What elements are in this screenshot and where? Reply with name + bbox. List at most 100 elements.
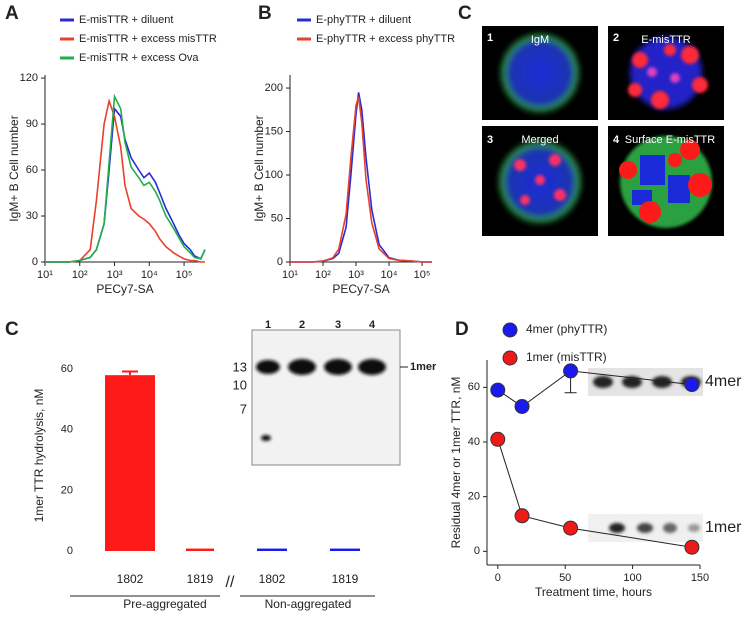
marker-label: 13	[233, 359, 247, 374]
marker-label: 10	[233, 377, 247, 392]
series-line	[45, 93, 206, 263]
x-tick-label: 0	[495, 572, 501, 584]
x-axis-label: Treatment time, hours	[535, 585, 652, 599]
panel-letter: C	[458, 3, 472, 24]
legend-label: 4mer (phyTTR)	[526, 322, 607, 336]
y-tick-label: 120	[20, 72, 38, 84]
marker	[490, 382, 506, 398]
group-label: Non-aggregated	[265, 597, 352, 611]
gel-strips: 4mer 1mer	[588, 368, 742, 542]
legend-label: 1mer (misTTR)	[526, 350, 607, 364]
marker	[563, 363, 579, 379]
y-tick-label: 0	[277, 256, 283, 268]
gel-label: 4mer	[705, 373, 742, 390]
y-axis-label: 1mer TTR hydrolysis, nM	[32, 389, 46, 523]
panel-letter: B	[258, 3, 272, 24]
x-tick-label: 10¹	[37, 269, 53, 281]
panel-letter: C	[5, 319, 19, 340]
x-tick-label: 150	[691, 572, 709, 584]
legend-label: E-misTTR + excess Ova	[79, 52, 199, 64]
y-axis-label: IgM+ B Cell number	[252, 115, 266, 221]
error-bar	[122, 370, 138, 376]
series-line	[290, 96, 432, 263]
x-tick-label: 10⁴	[141, 269, 158, 281]
y-tick-label: 40	[61, 424, 73, 436]
lane-label: 1	[265, 319, 271, 331]
image-number: 2	[613, 32, 619, 44]
marker-label: 7	[240, 401, 247, 416]
lane-label: 3	[335, 319, 341, 331]
y-tick-label: 60	[61, 363, 73, 375]
marker	[490, 431, 506, 447]
image-label: Merged	[521, 134, 558, 146]
marker	[563, 520, 579, 536]
series-line	[497, 439, 692, 548]
lane-label: 4	[369, 319, 376, 331]
bar	[257, 548, 287, 551]
x-axis-label: PECy7-SA	[332, 282, 389, 296]
x-tick-label: 100	[623, 572, 641, 584]
image-label: E-misTTR	[641, 34, 691, 46]
svg-text://: //	[226, 574, 235, 591]
legend-marker	[502, 350, 518, 366]
marker	[514, 398, 530, 414]
marker	[684, 377, 700, 393]
x-tick-label: 10²	[72, 269, 88, 281]
y-tick-label: 60	[26, 164, 38, 176]
y-tick-label: 50	[271, 212, 283, 224]
image-label: IgM	[531, 34, 549, 46]
x-tick-label: 10³	[348, 269, 364, 281]
series-line	[497, 370, 692, 408]
bar	[105, 375, 155, 551]
y-tick-label: 90	[26, 118, 38, 130]
x-tick-label: 10³	[107, 269, 123, 281]
panel-letter: A	[5, 3, 19, 24]
band-label: 1mer	[410, 361, 437, 373]
legend-label: E-phyTTR + diluent	[316, 14, 411, 26]
y-tick-label: 20	[61, 484, 73, 496]
x-tick-label: 1819	[332, 572, 359, 586]
y-tick-label: 60	[468, 381, 480, 393]
legend-label: E-misTTR + excess misTTR	[79, 33, 217, 45]
bar	[330, 548, 360, 551]
y-tick-label: 0	[474, 545, 480, 557]
legend-label: E-phyTTR + excess phyTTR	[316, 33, 455, 45]
image-number: 1	[487, 32, 493, 44]
x-tick-label: 10⁵	[176, 269, 193, 281]
y-tick-label: 150	[265, 125, 283, 137]
x-tick-label: 1802	[259, 572, 286, 586]
x-axis-label: PECy7-SA	[96, 282, 153, 296]
x-tick-label: 50	[559, 572, 571, 584]
x-tick-label: 10¹	[282, 269, 298, 281]
y-tick-label: 200	[265, 82, 283, 94]
x-tick-label: 10⁵	[414, 269, 431, 281]
group-label: Pre-aggregated	[123, 597, 206, 611]
y-tick-label: 20	[468, 491, 480, 503]
gel-inset: 1 2 3 4 1mer 13 10 7 //	[70, 319, 437, 597]
legend-marker	[502, 322, 518, 338]
y-tick-label: 100	[265, 169, 283, 181]
x-tick-label: 10⁴	[381, 269, 398, 281]
gel-label: 1mer	[705, 519, 742, 536]
image-label: Surface E-misTTR	[625, 134, 716, 146]
bar	[186, 548, 214, 551]
y-tick-label: 30	[26, 210, 38, 222]
y-axis-label: IgM+ B Cell number	[7, 115, 21, 221]
y-axis-label: Residual 4mer or 1mer TTR, nM	[449, 377, 463, 549]
image-number: 4	[613, 134, 620, 146]
panel-letter: D	[455, 319, 469, 340]
y-tick-label: 0	[67, 545, 73, 557]
micrographs: C 1 2 3 4 IgM E-misTTR Merged Surface E-…	[458, 3, 724, 236]
y-tick-label: 40	[468, 436, 480, 448]
legend-label: E-misTTR + diluent	[79, 14, 173, 26]
series-line	[45, 98, 205, 263]
image-number: 3	[487, 134, 493, 146]
y-tick-label: 0	[32, 256, 38, 268]
x-tick-label: 1819	[187, 572, 214, 586]
x-tick-label: 10²	[315, 269, 331, 281]
x-tick-label: 1802	[117, 572, 144, 586]
marker	[684, 539, 700, 555]
marker	[514, 508, 530, 524]
